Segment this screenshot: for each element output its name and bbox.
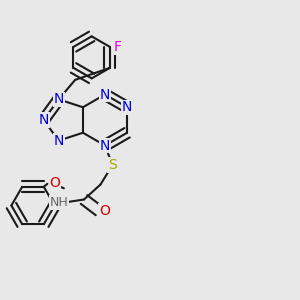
Text: O: O	[99, 204, 110, 218]
Text: N: N	[53, 134, 64, 148]
Text: N: N	[53, 92, 64, 106]
Text: S: S	[108, 158, 117, 172]
Text: N: N	[122, 100, 132, 114]
Text: N: N	[38, 113, 49, 127]
Text: F: F	[113, 40, 122, 54]
Text: N: N	[100, 139, 110, 152]
Text: O: O	[50, 176, 60, 190]
Text: NH: NH	[50, 196, 68, 209]
Text: N: N	[100, 88, 110, 101]
